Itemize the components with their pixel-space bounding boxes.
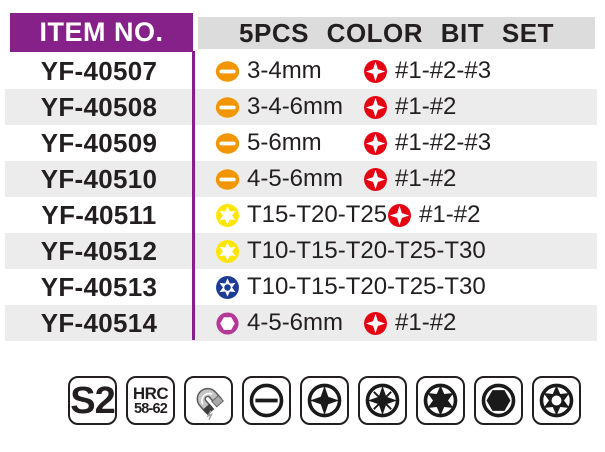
phillips-red-icon — [363, 311, 388, 336]
spec-segment: 3-4mm — [215, 57, 363, 85]
spec-text: 5-6mm — [247, 129, 322, 156]
spec-text: #1-#2 — [395, 309, 457, 336]
pozidriv-bit-icon — [358, 376, 407, 425]
phillips-bit-icon — [300, 376, 349, 425]
s2-steel-badge: S2 — [68, 376, 117, 425]
phillips-red-icon — [363, 95, 388, 120]
item-no-cell: YF-40510 — [40, 163, 158, 194]
spec-cell: 5-6mm #1-#2-#3 — [193, 129, 597, 157]
spec-text: #1-#2-#3 — [395, 129, 492, 156]
item-no-header-label: ITEM NO. — [39, 17, 164, 47]
torx-yellow-icon — [215, 239, 240, 264]
spec-text: T15-T20-T25 — [247, 201, 388, 228]
spec-cell: T10-T15-T20-T25-T30 — [193, 273, 597, 301]
item-no-header: ITEM NO. — [10, 13, 193, 52]
torx-yellow-icon — [215, 203, 240, 228]
spec-cell: T15-T20-T25 #1-#2 — [193, 201, 597, 229]
phillips-red-icon — [387, 203, 412, 228]
table-row: YF-40513 T10-T15-T20-T25-T30 — [5, 269, 597, 305]
spec-segment: 4-5-6mm — [215, 165, 363, 193]
feature-badge-row: S2 HRC 58-62 — [68, 376, 581, 425]
hex-magenta-icon — [215, 311, 240, 336]
spec-segment: 5-6mm — [215, 129, 363, 157]
spec-cell: T10-T15-T20-T25-T30 — [193, 237, 597, 265]
item-no-cell: YF-40514 — [40, 307, 158, 338]
spec-cell: 3-4mm #1-#2-#3 — [193, 57, 597, 85]
item-no-cell: YF-40513 — [40, 271, 158, 302]
item-no-cell: YF-40507 — [40, 55, 158, 86]
hex-bit-icon — [474, 376, 523, 425]
table-row: YF-40511 T15-T20-T25 #1-#2 — [5, 197, 597, 233]
spec-cell: 3-4-6mm #1-#2 — [193, 93, 597, 121]
item-no-cell: YF-40509 — [40, 127, 158, 158]
table-row: YF-40512 T10-T15-T20-T25-T30 — [5, 233, 597, 269]
spec-text: #1-#2 — [419, 201, 481, 228]
item-no-cell: YF-40512 — [40, 235, 158, 266]
column-divider — [192, 51, 195, 340]
spec-segment: 4-5-6mm — [215, 309, 363, 337]
item-no-cell: YF-40511 — [41, 199, 157, 230]
spec-text: #1-#2 — [395, 165, 457, 192]
table-row: YF-40509 5-6mm #1-#2-#3 — [5, 125, 597, 161]
spec-segment: T10-T15-T20-T25-T30 — [215, 237, 486, 265]
badge-subtext: 58-62 — [133, 400, 168, 417]
spec-segment: #1-#2-#3 — [363, 57, 491, 85]
spec-text: #1-#2-#3 — [395, 57, 492, 84]
spec-cell: 4-5-6mm #1-#2 — [193, 309, 597, 337]
spec-segment: T10-T15-T20-T25-T30 — [215, 273, 486, 301]
phillips-red-icon — [363, 59, 388, 84]
set-title-header: 5PCS COLOR BIT SET — [198, 17, 595, 49]
table-row: YF-40510 4-5-6mm #1-#2 — [5, 161, 597, 197]
spec-text: 4-5-6mm — [247, 309, 344, 336]
hrc-hardness-badge: HRC 58-62 — [126, 376, 175, 425]
spec-segment: #1-#2 — [363, 309, 456, 337]
spec-cell: 4-5-6mm #1-#2 — [193, 165, 597, 193]
spec-text: 3-4-6mm — [247, 93, 344, 120]
set-title-label: 5PCS COLOR BIT SET — [239, 17, 554, 48]
security-torx-bit-icon — [532, 376, 581, 425]
slotted-orange-icon — [215, 59, 240, 84]
spec-segment: #1-#2 — [363, 93, 456, 121]
spec-text: 3-4mm — [247, 57, 322, 84]
table-row: YF-40514 4-5-6mm #1-#2 — [5, 305, 597, 341]
slotted-bit-icon — [242, 376, 291, 425]
badge-text: S2 — [70, 379, 115, 422]
table-row: YF-40507 3-4mm #1-#2-#3 — [5, 53, 597, 89]
badge-text: HRC — [132, 383, 169, 403]
spec-segment: T15-T20-T25 — [215, 201, 387, 229]
spec-segment: #1-#2 — [363, 165, 456, 193]
spec-segment: #1-#2 — [387, 201, 480, 229]
spec-segment: #1-#2-#3 — [363, 129, 491, 157]
slotted-orange-icon — [215, 167, 240, 192]
item-no-cell: YF-40508 — [40, 91, 158, 122]
magnetic-icon — [184, 376, 233, 425]
spec-text: 4-5-6mm — [247, 165, 344, 192]
slotted-orange-icon — [215, 131, 240, 156]
torx-bit-icon — [416, 376, 465, 425]
spec-text: #1-#2 — [395, 93, 457, 120]
spec-text: T10-T15-T20-T25-T30 — [247, 237, 486, 264]
table-row: YF-40508 3-4-6mm #1-#2 — [5, 89, 597, 125]
spec-segment: 3-4-6mm — [215, 93, 363, 121]
spec-text: T10-T15-T20-T25-T30 — [247, 273, 486, 300]
spec-table: YF-40507 3-4mm #1-#2-#3 YF-40508 3-4-6mm… — [5, 53, 597, 341]
security-torx-blue-icon — [215, 275, 240, 300]
slotted-orange-icon — [215, 95, 240, 120]
phillips-red-icon — [363, 131, 388, 156]
phillips-red-icon — [363, 167, 388, 192]
